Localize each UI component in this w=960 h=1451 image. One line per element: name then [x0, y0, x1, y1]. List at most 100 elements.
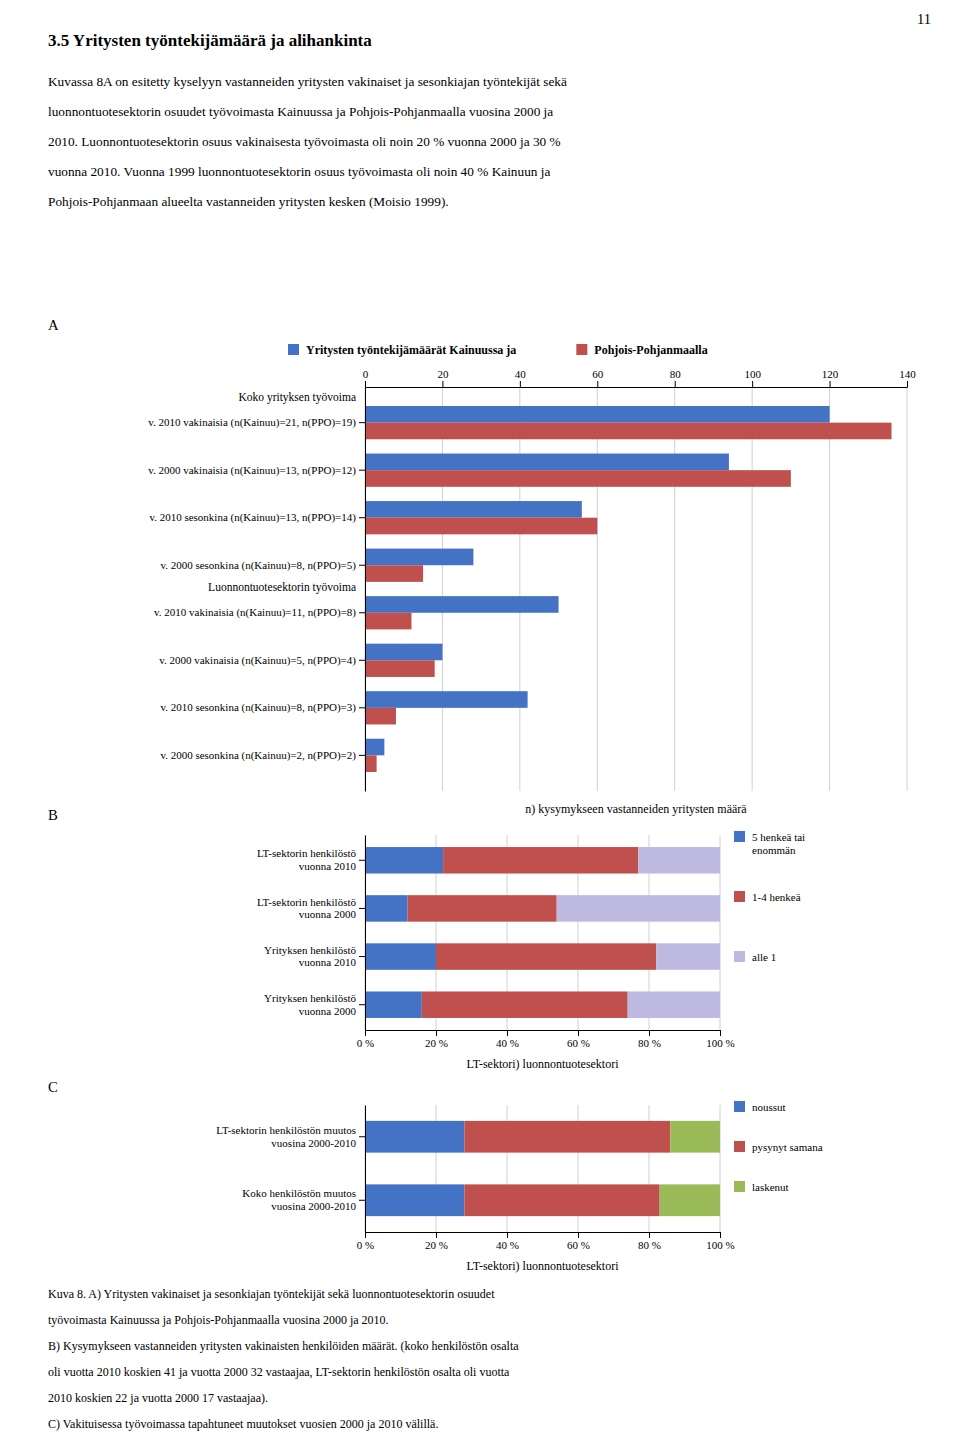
y-tick-label: v. 2000 sesonkina (n(Kainuu)=8, n(PPO)=5… — [160, 559, 356, 572]
caption-line: työvoimasta Kainuussa ja Pohjois-Pohjanm… — [48, 1313, 389, 1327]
y-tick-label: v. 2000 vakinaisia (n(Kainuu)=5, n(PPO)=… — [159, 654, 356, 667]
group-label: Koko yrityksen työvoima — [238, 391, 356, 404]
tick-mark — [507, 1030, 508, 1036]
y-tick: LT-sektorin henkilöstön muutosvuosina 20… — [216, 1124, 365, 1149]
grid-line — [752, 387, 753, 791]
grid — [365, 835, 720, 1030]
text-line: vuonna 2010 — [299, 860, 357, 872]
x-axis: 0 %20 %40 %60 %80 %100 % — [357, 1232, 735, 1251]
x-tick: 40 — [515, 368, 527, 387]
bar — [365, 660, 435, 677]
tick-mark — [507, 1232, 508, 1238]
grid-line — [674, 387, 675, 791]
y-tick-label: v. 2000 sesonkina (n(Kainuu)=2, n(PPO)=2… — [160, 749, 356, 762]
x-tick: 20 % — [425, 1232, 448, 1251]
axis-domain — [366, 1031, 721, 1037]
x-axis-label: n) kysymykseen vastanneiden yritysten mä… — [525, 802, 747, 816]
x-tick: 100 % — [706, 1232, 734, 1251]
panel: C0 %20 %40 %60 %80 %100 %LT-sektorin hen… — [48, 1079, 823, 1273]
bar-segment — [670, 1121, 720, 1153]
text-line: v. 2010 sesonkina (n(Kainuu)=8, n(PPO)=3… — [160, 701, 356, 714]
caption-line: Kuva 8. A) Yritysten vakinaiset ja seson… — [48, 1287, 495, 1301]
x-tick-label: 120 — [822, 368, 839, 380]
panel-title: A — [48, 317, 59, 333]
tick-mark — [365, 1232, 366, 1238]
y-tick: v. 2010 vakinaisia (n(Kainuu)=11, n(PPO)… — [154, 606, 365, 619]
tick-mark — [359, 1200, 365, 1201]
bar-segment — [557, 895, 720, 921]
tick-mark — [365, 381, 366, 387]
bar — [365, 549, 473, 566]
tick-mark — [720, 1030, 721, 1036]
legend-swatch — [734, 891, 745, 902]
text-line: v. 2000 vakinaisia (n(Kainuu)=5, n(PPO)=… — [159, 654, 356, 667]
y-tick-label: v. 2010 sesonkina (n(Kainuu)=8, n(PPO)=3… — [160, 701, 356, 714]
axis-domain — [365, 836, 366, 1031]
tick-mark — [359, 1004, 365, 1005]
x-tick-label: 20 % — [425, 1239, 448, 1251]
bars — [365, 847, 720, 1018]
y-tick: v. 2000 sesonkina (n(Kainuu)=8, n(PPO)=5… — [160, 559, 365, 572]
tick-mark — [359, 660, 365, 661]
legend-swatch — [734, 1101, 745, 1112]
legend-label: laskenut — [752, 1181, 789, 1193]
x-axis-label: LT-sektori) luonnontuotesektori — [466, 1259, 619, 1273]
y-tick: v. 2000 vakinaisia (n(Kainuu)=13, n(PPO)… — [148, 464, 365, 477]
text-line: v. 2000 vakinaisia (n(Kainuu)=13, n(PPO)… — [148, 464, 356, 477]
tick-mark — [359, 1136, 365, 1137]
bar-segment — [443, 847, 638, 873]
bar-segment — [660, 1184, 720, 1216]
bar-segment — [365, 1184, 464, 1216]
y-tick: v. 2000 sesonkina (n(Kainuu)=2, n(PPO)=2… — [160, 749, 365, 762]
x-tick: 60 % — [567, 1232, 590, 1251]
text-line: Yrityksen henkilöstö — [264, 944, 356, 956]
bar-segment — [365, 1121, 464, 1153]
y-tick: v. 2000 vakinaisia (n(Kainuu)=5, n(PPO)=… — [159, 654, 365, 667]
grid-line — [365, 387, 366, 791]
caption-line: B) Kysymykseen vastanneiden yritysten va… — [48, 1339, 519, 1353]
grid-line — [907, 387, 908, 791]
x-tick-label: 80 — [670, 368, 682, 380]
text-line: vuosina 2000-2010 — [271, 1137, 356, 1149]
x-tick-label: 0 — [363, 368, 369, 380]
bar — [365, 406, 830, 423]
legend-label: noussut — [752, 1101, 786, 1113]
legend: Yritysten työntekijämäärät Kainuussa jaP… — [288, 343, 708, 357]
x-tick-label: 40 % — [496, 1037, 519, 1049]
grid — [365, 1105, 720, 1232]
x-tick-label: 0 % — [357, 1239, 374, 1251]
bar — [365, 613, 411, 630]
tick-mark — [675, 381, 676, 387]
axis-domain — [365, 388, 366, 792]
bar — [365, 470, 791, 487]
tick-mark — [359, 422, 365, 423]
panel: A020406080100120140v. 2010 vakinaisia (n… — [48, 317, 916, 816]
tick-mark — [359, 517, 365, 518]
panel-title: B — [48, 807, 58, 823]
y-tick: v. 2010 sesonkina (n(Kainuu)=13, n(PPO)=… — [149, 511, 365, 524]
text-line: vuonna 2000 — [299, 1005, 357, 1017]
text-line: alle 1 — [752, 951, 776, 963]
text-line: v. 2010 vakinaisia (n(Kainuu)=21, n(PPO)… — [148, 416, 356, 429]
tick-mark — [436, 1030, 437, 1036]
axis-domain — [365, 1106, 366, 1233]
text-line: v. 2000 sesonkina (n(Kainuu)=8, n(PPO)=5… — [160, 559, 356, 572]
bar — [365, 644, 442, 661]
x-tick-label: 80 % — [638, 1239, 661, 1251]
bar — [365, 565, 423, 582]
x-tick: 20 % — [425, 1030, 448, 1049]
bar-segment — [365, 943, 436, 969]
grid-line — [597, 387, 598, 791]
y-tick: Koko henkilöstön muutosvuosina 2000-2010 — [242, 1187, 365, 1212]
legend-label: Pohjois-Pohjanmaalla — [594, 343, 707, 357]
intro-line: luonnontuotesektorin osuudet työvoimasta… — [48, 104, 553, 119]
tick-mark — [359, 860, 365, 861]
x-tick: 40 % — [496, 1030, 519, 1049]
intro-line: Pohjois-Pohjanmaan alueelta vastanneiden… — [48, 194, 449, 209]
x-axis: 020406080100120140 — [363, 368, 917, 388]
x-tick: 20 — [437, 368, 449, 387]
tick-mark — [442, 381, 443, 387]
text-line: v. 2000 sesonkina (n(Kainuu)=2, n(PPO)=2… — [160, 749, 356, 762]
tick-mark — [649, 1030, 650, 1036]
bar-segment — [365, 847, 443, 873]
